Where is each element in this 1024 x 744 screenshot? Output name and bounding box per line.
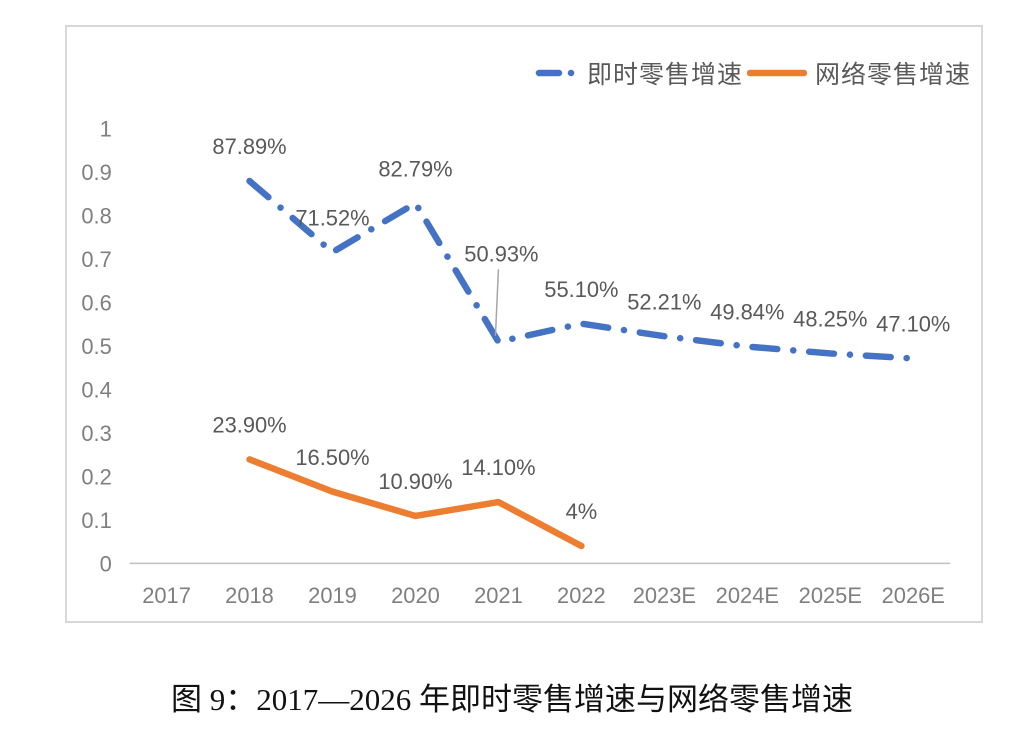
y-axis-tick-label: 0.4 bbox=[81, 377, 111, 402]
x-axis-tick-label: 2026E bbox=[882, 583, 945, 608]
data-label: 10.90% bbox=[378, 469, 452, 494]
y-axis-tick-label: 0.1 bbox=[81, 508, 111, 533]
data-label: 50.93% bbox=[464, 241, 538, 266]
y-axis-tick-label: 0 bbox=[100, 551, 112, 576]
x-axis-tick-label: 2020 bbox=[391, 583, 440, 608]
x-axis-tick-label: 2024E bbox=[716, 583, 779, 608]
data-label: 52.21% bbox=[627, 289, 701, 314]
series-line-1 bbox=[246, 456, 585, 550]
data-label: 82.79% bbox=[378, 156, 452, 181]
y-axis-tick-label: 0.6 bbox=[81, 290, 111, 315]
data-label-leader-line bbox=[494, 269, 500, 336]
x-axis-tick-label: 2019 bbox=[308, 583, 357, 608]
data-label: 87.89% bbox=[212, 134, 286, 159]
data-label: 48.25% bbox=[793, 307, 867, 332]
legend-item-online-retail: 网络零售增速 bbox=[747, 55, 971, 91]
data-label: 55.10% bbox=[544, 277, 618, 302]
x-axis-tick-label: 2022 bbox=[557, 583, 606, 608]
figure-caption: 图 9：2017—2026 年即时零售增速与网络零售增速 bbox=[171, 682, 853, 717]
data-label: 16.50% bbox=[295, 445, 369, 470]
x-axis-tick-label: 2021 bbox=[474, 583, 523, 608]
y-axis-tick-label: 1 bbox=[100, 116, 112, 141]
y-axis-tick-label: 0.3 bbox=[81, 421, 111, 446]
data-label: 47.10% bbox=[876, 312, 950, 337]
y-axis-tick-label: 0.8 bbox=[81, 203, 111, 228]
series-line-0 bbox=[246, 177, 917, 362]
instant-retail-line-sample-icon bbox=[535, 69, 579, 77]
y-axis-tick-label: 0.9 bbox=[81, 160, 111, 185]
data-label: 14.10% bbox=[461, 455, 535, 480]
x-axis-tick-label: 2025E bbox=[799, 583, 862, 608]
data-label: 4% bbox=[566, 499, 598, 524]
x-axis-tick-label: 2017 bbox=[142, 583, 191, 608]
legend-label-online-retail: 网络零售增速 bbox=[815, 61, 972, 89]
data-label: 49.84% bbox=[710, 300, 784, 325]
data-label: 71.52% bbox=[295, 205, 369, 230]
chart-canvas: 1 0.9 0.8 0.7 0.6 0.5 0.4 0.3 0.2 0.1 0 2017 2018 201… bbox=[81, 116, 950, 608]
legend-label-instant-retail: 即时零售增速 bbox=[587, 61, 744, 89]
y-axis-tick-label: 0.5 bbox=[81, 334, 111, 359]
x-axis-tick-label: 2023E bbox=[633, 583, 696, 608]
y-axis-tick-label: 0.7 bbox=[81, 247, 111, 272]
chart-area: 1 0.9 0.8 0.7 0.6 0.5 0.4 0.3 0.2 0.1 0 2017 2018 201… bbox=[65, 25, 983, 623]
online-retail-line-sample-icon bbox=[747, 69, 808, 77]
legend: 即时零售增速 网络零售增速 bbox=[535, 55, 971, 91]
legend-item-instant-retail: 即时零售增速 bbox=[535, 55, 743, 91]
y-axis-tick-label: 0.2 bbox=[81, 464, 111, 489]
data-label: 23.90% bbox=[212, 413, 286, 438]
x-axis-tick-label: 2018 bbox=[225, 583, 274, 608]
